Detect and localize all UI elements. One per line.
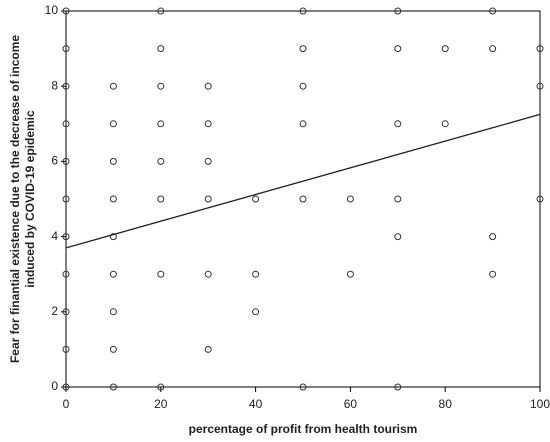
x-axis-label: percentage of profit from health tourism	[189, 422, 418, 436]
point	[157, 270, 165, 278]
x-tick-label: 80	[439, 397, 453, 411]
point	[62, 270, 70, 278]
point	[394, 120, 402, 128]
point	[157, 157, 165, 165]
y-axis-label-line: Fear for finantial existence due to the …	[8, 35, 22, 363]
point	[489, 45, 497, 53]
point	[346, 195, 354, 203]
x-tick-label: 60	[344, 397, 358, 411]
y-axis-label-line: induced by COVID-19 epidemic	[23, 110, 37, 288]
y-tick-label: 4	[51, 229, 58, 243]
point	[109, 195, 117, 203]
point	[109, 308, 117, 316]
point	[62, 308, 70, 316]
point	[441, 120, 449, 128]
point	[299, 383, 307, 391]
point	[394, 7, 402, 15]
point	[536, 82, 544, 90]
point	[62, 157, 70, 165]
point	[109, 345, 117, 353]
point	[62, 45, 70, 53]
y-tick-label: 8	[51, 78, 58, 92]
point	[394, 233, 402, 241]
point	[157, 195, 165, 203]
point	[299, 120, 307, 128]
point	[299, 195, 307, 203]
point	[394, 383, 402, 391]
x-tick-label: 0	[63, 397, 70, 411]
point	[204, 270, 212, 278]
point	[109, 120, 117, 128]
point	[62, 195, 70, 203]
point	[441, 45, 449, 53]
point	[252, 270, 260, 278]
point	[204, 120, 212, 128]
point	[299, 7, 307, 15]
point	[109, 157, 117, 165]
point	[109, 233, 117, 241]
point	[299, 82, 307, 90]
fit-line	[65, 113, 541, 249]
x-tick-label: 20	[154, 397, 168, 411]
point	[204, 82, 212, 90]
point	[109, 383, 117, 391]
point	[299, 45, 307, 53]
point	[157, 7, 165, 15]
plot-frame	[65, 10, 541, 388]
point	[346, 270, 354, 278]
y-axis-label: Fear for finantial existence due to the …	[8, 35, 37, 363]
point	[536, 45, 544, 53]
point	[394, 195, 402, 203]
point	[252, 195, 260, 203]
point	[536, 195, 544, 203]
y-tick-label: 10	[45, 3, 59, 17]
point	[62, 82, 70, 90]
y-tick-label: 6	[51, 154, 58, 168]
point	[394, 45, 402, 53]
point	[489, 7, 497, 15]
point	[62, 345, 70, 353]
point	[204, 195, 212, 203]
point	[489, 233, 497, 241]
point	[109, 270, 117, 278]
point	[157, 120, 165, 128]
point	[157, 45, 165, 53]
x-tick-label: 40	[249, 397, 263, 411]
point	[62, 120, 70, 128]
point	[157, 82, 165, 90]
y-tick-label: 0	[51, 379, 58, 393]
point	[204, 345, 212, 353]
point	[62, 233, 70, 241]
point	[252, 308, 260, 316]
point	[489, 270, 497, 278]
point	[157, 383, 165, 391]
point	[62, 7, 70, 15]
x-tick-label: 100	[530, 397, 550, 411]
point	[62, 383, 70, 391]
point	[204, 157, 212, 165]
point	[109, 82, 117, 90]
y-tick-label: 2	[51, 304, 58, 318]
